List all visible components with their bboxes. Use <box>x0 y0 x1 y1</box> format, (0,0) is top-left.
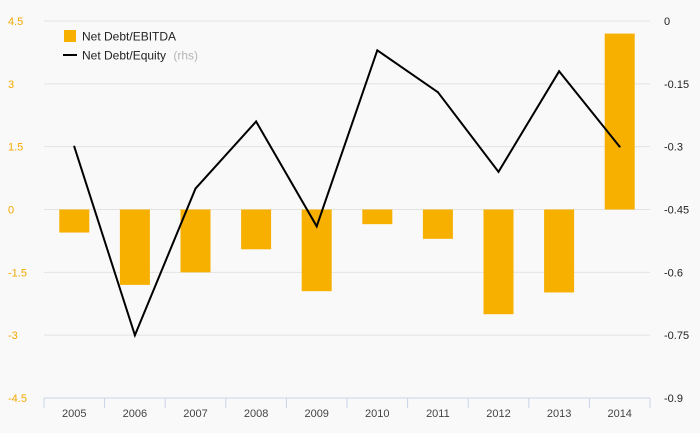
x-tick-label: 2005 <box>62 408 86 420</box>
line-point <box>618 145 621 148</box>
x-tick-label: 2013 <box>547 408 571 420</box>
bar <box>604 33 635 210</box>
legend: Net Debt/EBITDA Net Debt/Equity (rhs) <box>63 30 198 63</box>
y-left-tick-label: -3 <box>8 330 18 342</box>
line-point <box>315 225 318 228</box>
bar <box>241 209 272 250</box>
y-right-tick-label: -0.75 <box>664 330 689 342</box>
legend-swatch-net-debt-ebitda <box>64 30 76 42</box>
x-tick-label: 2009 <box>304 408 328 420</box>
legend-label-net-debt-equity: Net Debt/Equity <box>82 49 166 63</box>
line-point <box>73 145 76 148</box>
y-left-tick-label: 4.5 <box>8 16 23 28</box>
x-tick-label: 2012 <box>486 408 510 420</box>
line-point <box>255 120 258 123</box>
y-right-tick-label: 0 <box>664 16 670 28</box>
bar <box>59 209 90 233</box>
line-point <box>436 91 439 94</box>
bar <box>119 209 150 285</box>
line-point <box>376 49 379 52</box>
y-right-tick-label: -0.15 <box>664 79 689 91</box>
bar <box>544 209 575 293</box>
bar-series <box>59 33 635 315</box>
line-point <box>558 70 561 73</box>
x-tick-label: 2008 <box>244 408 268 420</box>
line-series-net-debt-equity <box>73 48 621 339</box>
legend-label-rhs-suffix: (rhs) <box>173 49 198 63</box>
line-point <box>194 187 197 190</box>
y-left-tick-label: 1.5 <box>8 142 23 154</box>
x-tick-label: 2010 <box>365 408 389 420</box>
bar <box>362 209 393 225</box>
bar <box>180 209 211 273</box>
y-left-tick-label: 3 <box>8 79 14 91</box>
y-right-tick-label: -0.9 <box>664 393 683 405</box>
y-left-tick-label: 0 <box>8 205 14 217</box>
line-point <box>133 334 136 337</box>
bar <box>483 209 514 315</box>
line-point <box>497 170 500 173</box>
y-right-tick-label: -0.3 <box>664 142 683 154</box>
y-right-tick-label: -0.6 <box>664 267 683 279</box>
x-tick-label: 2006 <box>123 408 147 420</box>
axes: 4.5 0 3 -0.15 1.5 -0.3 0 -0.45 -1.5 -0.6 -3 -0.75 -4… <box>8 16 689 420</box>
bar <box>422 209 453 239</box>
x-tick-label: 2014 <box>607 408 631 420</box>
y-left-tick-label: -4.5 <box>8 393 27 405</box>
line-series <box>73 48 621 339</box>
y-right-tick-label: -0.45 <box>664 205 689 217</box>
x-tick-label: 2011 <box>426 408 450 420</box>
y-left-tick-label: -1.5 <box>8 267 27 279</box>
legend-label-net-debt-ebitda: Net Debt/EBITDA <box>82 30 176 44</box>
svg-text:Net Debt/Equity (rhs): Net Debt/Equity (rhs) <box>82 49 198 63</box>
bar <box>301 209 332 292</box>
x-tick-label: 2007 <box>183 408 207 420</box>
